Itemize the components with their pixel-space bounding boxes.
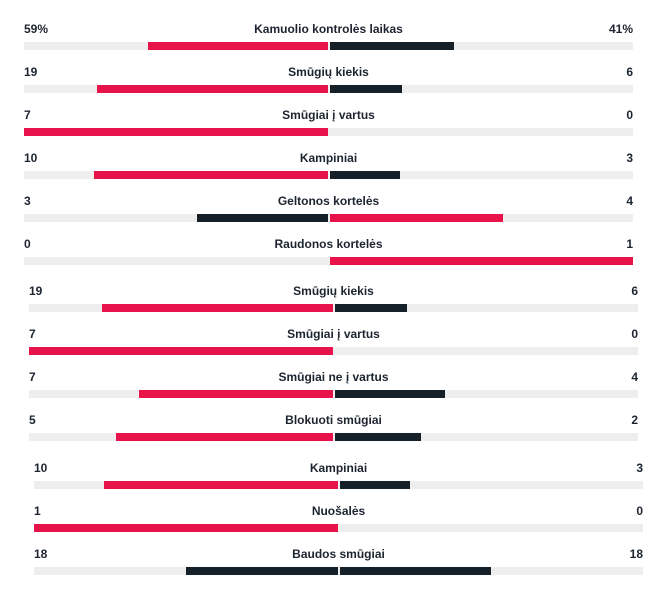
home-value: 18 <box>34 547 48 561</box>
stat-row: Smūgiai į vartus 7 0 <box>24 108 633 136</box>
stat-row: Raudonos kortelės 0 1 <box>24 237 633 265</box>
away-bar <box>334 433 422 441</box>
away-bar <box>329 42 454 50</box>
stat-row: Kamuolio kontrolės laikas 59% 41% <box>24 22 633 50</box>
home-bar <box>197 214 328 222</box>
stat-label: Smūgių kiekis <box>293 284 374 298</box>
away-value: 0 <box>636 504 643 518</box>
stat-label: Smūgiai ne į vartus <box>278 370 389 384</box>
stat-bar-track <box>29 390 638 398</box>
away-value: 2 <box>631 413 638 427</box>
away-bar <box>329 257 633 265</box>
away-value: 6 <box>631 284 638 298</box>
stat-bar-track <box>29 347 638 355</box>
home-bar <box>34 524 338 532</box>
home-value: 59% <box>24 22 49 36</box>
home-bar <box>148 42 328 50</box>
away-value: 0 <box>631 327 638 341</box>
home-value: 19 <box>24 65 38 79</box>
home-bar <box>24 128 328 136</box>
stat-row: Kampiniai 10 3 <box>24 151 633 179</box>
stat-row: Nuošalės 1 0 <box>34 504 643 532</box>
stat-row: Smūgių kiekis 19 6 <box>29 284 638 312</box>
stat-row: Geltonos kortelės 3 4 <box>24 194 633 222</box>
away-value: 3 <box>626 151 633 165</box>
away-value: 3 <box>636 461 643 475</box>
stat-label: Smūgiai į vartus <box>287 327 380 341</box>
stat-label: Smūgių kiekis <box>288 65 369 79</box>
stat-label: Blokuoti smūgiai <box>285 413 382 427</box>
home-bar <box>101 304 333 312</box>
stat-bar-track <box>24 85 633 93</box>
home-bar <box>96 85 328 93</box>
away-bar <box>329 214 503 222</box>
home-bar <box>29 347 333 355</box>
stat-row: Kampiniai 10 3 <box>34 461 643 489</box>
stat-bar-track <box>24 128 633 136</box>
stat-bar-track <box>24 214 633 222</box>
stat-label: Baudos smūgiai <box>292 547 385 561</box>
stat-label: Geltonos kortelės <box>277 194 380 208</box>
away-value: 18 <box>629 547 643 561</box>
stat-label: Kampiniai <box>309 461 368 475</box>
away-value: 4 <box>631 370 638 384</box>
away-bar <box>339 481 410 489</box>
stat-label: Kamuolio kontrolės laikas <box>254 22 403 36</box>
home-value: 7 <box>29 370 36 384</box>
stat-bar-track <box>24 171 633 179</box>
away-bar <box>329 171 400 179</box>
stat-row: Smūgiai ne į vartus 7 4 <box>29 370 638 398</box>
stat-row: Baudos smūgiai 18 18 <box>34 547 643 575</box>
home-value: 3 <box>24 194 31 208</box>
stat-bar-track <box>34 481 643 489</box>
home-value: 19 <box>29 284 43 298</box>
away-bar <box>329 85 403 93</box>
home-value: 5 <box>29 413 36 427</box>
stat-row: Smūgiai į vartus 7 0 <box>29 327 638 355</box>
stat-bar-track <box>34 567 643 575</box>
away-bar <box>339 567 492 575</box>
away-value: 4 <box>626 194 633 208</box>
home-bar <box>115 433 333 441</box>
away-bar <box>334 390 445 398</box>
home-bar <box>139 390 333 398</box>
home-value: 7 <box>29 327 36 341</box>
stat-bar-track <box>24 257 633 265</box>
home-bar <box>185 567 338 575</box>
stat-bar-track <box>34 524 643 532</box>
stat-bar-track <box>24 42 633 50</box>
home-value: 10 <box>34 461 48 475</box>
stat-bar-track <box>29 304 638 312</box>
stat-label: Kampiniai <box>299 151 358 165</box>
stat-row: Smūgių kiekis 19 6 <box>24 65 633 93</box>
home-value: 0 <box>24 237 31 251</box>
away-value: 0 <box>626 108 633 122</box>
stat-label: Nuošalės <box>311 504 366 518</box>
stat-row: Blokuoti smūgiai 5 2 <box>29 413 638 441</box>
away-bar <box>334 304 408 312</box>
away-value: 41% <box>608 22 633 36</box>
home-bar <box>94 171 328 179</box>
stat-label: Raudonos kortelės <box>274 237 383 251</box>
home-value: 1 <box>34 504 41 518</box>
away-value: 6 <box>626 65 633 79</box>
stat-bar-track <box>29 433 638 441</box>
away-value: 1 <box>626 237 633 251</box>
stat-label: Smūgiai į vartus <box>282 108 375 122</box>
home-value: 7 <box>24 108 31 122</box>
home-value: 10 <box>24 151 38 165</box>
home-bar <box>104 481 338 489</box>
